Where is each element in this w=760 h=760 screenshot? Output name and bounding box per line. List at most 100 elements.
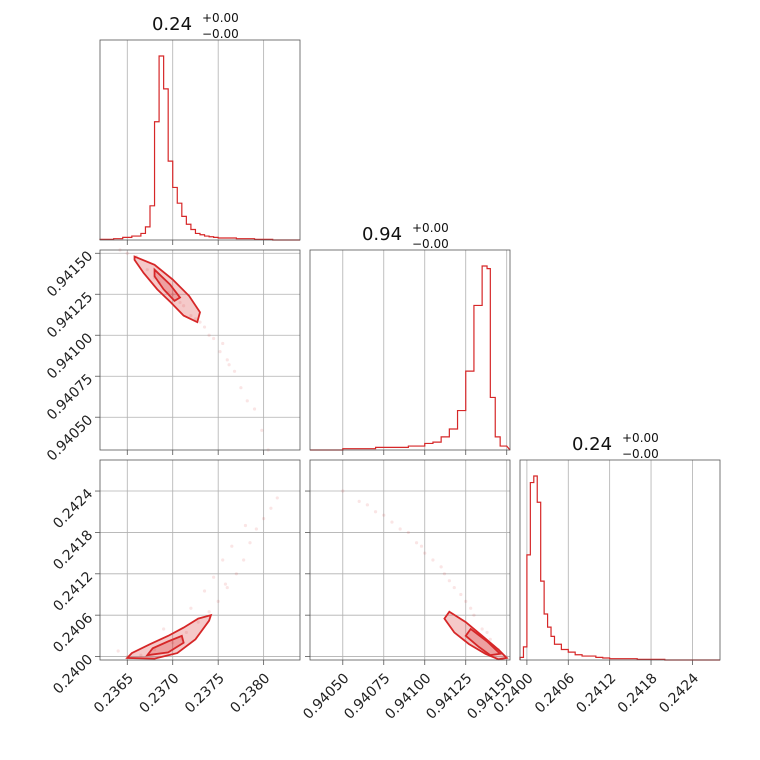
p31_scatter-point-15 xyxy=(275,496,279,500)
p32_scatter-point-0 xyxy=(341,489,345,493)
p32_scatter-point-4 xyxy=(406,530,410,535)
p32_scatter-point-5 xyxy=(419,544,424,548)
p32_scatter-point-23 xyxy=(447,579,451,583)
p31_scatter-contour-inner xyxy=(145,634,185,657)
p3_hist-histogram-line xyxy=(519,475,720,661)
p2_hist-title-lower: −0.00 xyxy=(412,237,449,251)
p32_scatter-point-6 xyxy=(431,558,435,562)
p32_scatter-contour-fill-inner xyxy=(465,628,501,656)
p31_scatter-ytick-label-3: 0.2418 xyxy=(50,527,96,573)
p21_scatter-point-25 xyxy=(227,363,231,367)
p31_scatter-point-5 xyxy=(196,620,200,624)
p3_hist-xtick-label-1: 0.2406 xyxy=(532,670,578,716)
p32_scatter-point-2 xyxy=(373,510,378,514)
p21_scatter-point-17 xyxy=(189,313,193,318)
p32_scatter-point-21 xyxy=(485,630,489,635)
p32_scatter-point-17 xyxy=(459,592,463,597)
p2_hist-title-value: 0.94 xyxy=(362,224,402,245)
p21_scatter-point-0 xyxy=(125,251,129,255)
p31_scatter-ytick-label-4: 0.2424 xyxy=(50,486,96,532)
p21_scatter-point-10 xyxy=(225,358,229,362)
p21_scatter-point-2 xyxy=(145,268,149,272)
p31_scatter-point-12 xyxy=(254,527,258,531)
p32_scatter-point-10 xyxy=(472,613,476,617)
p31_scatter-point-22 xyxy=(212,575,216,579)
p21_scatter-point-8 xyxy=(212,336,216,341)
p3_hist-title-value: 0.24 xyxy=(572,434,612,455)
p31_scatter-point-16 xyxy=(202,589,207,593)
p32_scatter-point-12 xyxy=(488,637,492,641)
p31_scatter-point-11 xyxy=(248,541,252,545)
p1_hist-title-lower: −0.00 xyxy=(202,27,239,41)
p31_scatter-point-7 xyxy=(216,599,220,603)
p21_scatter-point-22 xyxy=(221,341,225,346)
p21_scatter-point-14 xyxy=(252,407,257,411)
p3_hist-title-lower: −0.00 xyxy=(622,447,659,461)
p31_scatter-point-20 xyxy=(189,606,193,610)
p21_scatter-contour-inner xyxy=(153,267,182,302)
p32_scatter-point-1 xyxy=(357,499,361,503)
p31_scatter-ytick-label-1: 0.2406 xyxy=(50,610,96,656)
p31_scatter-point-21 xyxy=(116,649,120,653)
p32_scatter-point-8 xyxy=(452,585,456,590)
p32_scatter-point-3 xyxy=(390,520,394,524)
p31_scatter-xtick-label-3: 0.2380 xyxy=(227,670,273,716)
p32_scatter-point-15 xyxy=(423,551,427,555)
p32_scatter-point-22 xyxy=(414,541,419,545)
p1_hist-title-upper: +0.00 xyxy=(202,11,239,25)
p31_scatter-point-4 xyxy=(184,630,188,635)
p31_scatter-point-10 xyxy=(242,558,246,562)
p32_scatter-point-20 xyxy=(365,503,369,507)
p31_scatter-point-8 xyxy=(225,585,229,590)
p32_scatter-point-25 xyxy=(382,513,386,517)
p21_scatter-points xyxy=(118,248,270,452)
p32_scatter-point-11 xyxy=(480,627,484,631)
p32_scatter-contour-fill-outer xyxy=(444,611,507,660)
p31_scatter-point-9 xyxy=(234,572,238,576)
p31_scatter-point-19 xyxy=(230,544,234,548)
p31_scatter-frame xyxy=(99,459,301,661)
p21_scatter-point-21 xyxy=(198,320,202,324)
p21_scatter-point-5 xyxy=(182,304,186,308)
p31_scatter-point-23 xyxy=(243,523,248,528)
p21_scatter-contour-fill-inner xyxy=(154,269,180,301)
p21_scatter-point-4 xyxy=(171,292,175,296)
p3_hist-xtick-label-4: 0.2424 xyxy=(656,670,702,716)
p31_scatter-xtick-label-0: 0.2365 xyxy=(91,670,137,716)
p31_scatter-point-25 xyxy=(223,582,228,586)
p32_scatter-point-16 xyxy=(439,565,443,569)
p21_scatter-contour-fill-outer xyxy=(134,256,200,323)
p31_scatter-contour-fill-inner xyxy=(147,635,184,656)
p3_hist-xtick-label-3: 0.2418 xyxy=(615,670,661,716)
p21_scatter-point-13 xyxy=(245,399,249,403)
p1_hist-title-value: 0.24 xyxy=(152,14,192,35)
p31_scatter-contour-outer xyxy=(125,613,213,660)
p21_scatter-point-6 xyxy=(193,317,198,321)
p21_scatter-point-7 xyxy=(202,325,207,329)
p32_scatter-contour-inner xyxy=(464,627,503,657)
p21_scatter-ytick-label-4: 0.94150 xyxy=(44,248,96,300)
p2_hist-frame xyxy=(309,249,511,451)
p21_scatter-point-11 xyxy=(232,369,237,373)
p32_scatter-point-9 xyxy=(464,599,468,603)
p3_hist-title-upper: +0.00 xyxy=(622,431,659,445)
p31_scatter-point-1 xyxy=(139,653,143,657)
p21_scatter-point-15 xyxy=(260,428,264,432)
p21_scatter-point-24 xyxy=(178,300,182,305)
p21_scatter-point-18 xyxy=(207,333,211,337)
p31_scatter-point-17 xyxy=(221,558,225,562)
p31_scatter-xtick-label-1: 0.2370 xyxy=(137,670,183,716)
p31_scatter-point-13 xyxy=(262,517,266,521)
p31_scatter-point-6 xyxy=(207,610,211,614)
p31_scatter-ytick-label-2: 0.2412 xyxy=(50,569,96,615)
p2_hist-title-upper: +0.00 xyxy=(412,221,449,235)
p31_scatter-point-14 xyxy=(269,506,273,510)
p32_scatter-frame xyxy=(309,459,511,661)
p32_scatter-contour-outer xyxy=(443,610,509,661)
p32_scatter-point-19 xyxy=(469,606,473,610)
p21_scatter-frame xyxy=(99,249,301,451)
p1_hist-histogram-line xyxy=(99,55,300,241)
p31_scatter-point-2 xyxy=(152,648,157,652)
p3_hist-frame xyxy=(519,459,721,661)
